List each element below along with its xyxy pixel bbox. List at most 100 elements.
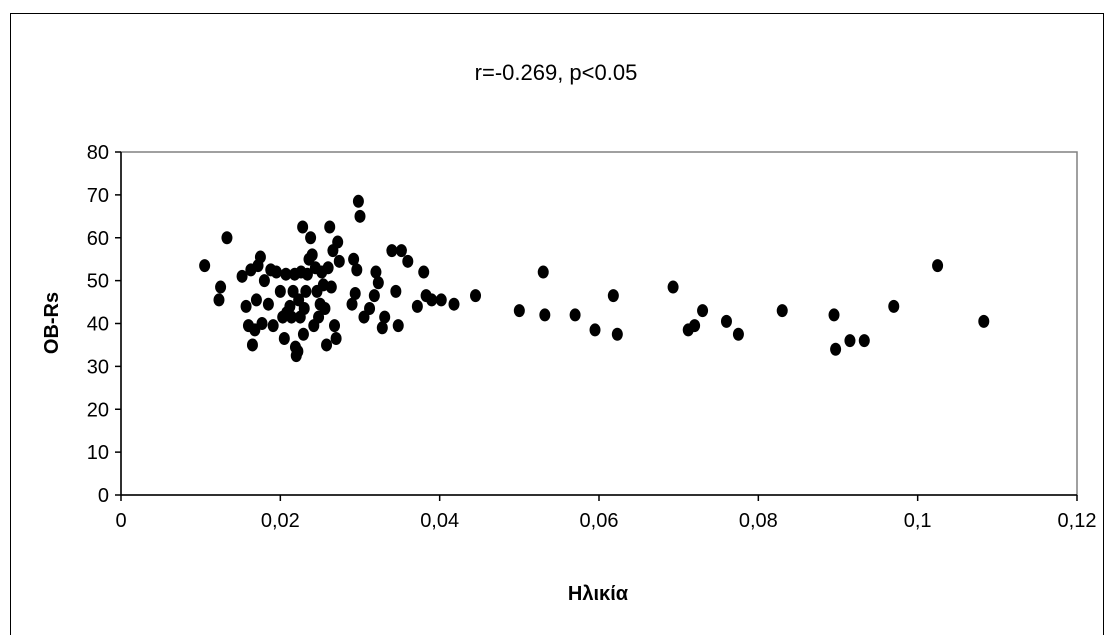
data-point [402, 254, 414, 268]
data-point [305, 231, 317, 245]
data-point [346, 297, 358, 311]
data-point [858, 334, 870, 348]
data-point [418, 265, 430, 279]
data-point [256, 317, 268, 330]
y-tick-label: 20 [87, 399, 109, 421]
data-point [284, 299, 296, 313]
data-point [435, 293, 447, 307]
x-ticks: 0 0,02 0,04 0,06 0,08 0,1 0,12 [115, 495, 1096, 532]
x-tick-label: 0,12 [1058, 510, 1097, 532]
data-point [246, 338, 258, 352]
data-point [278, 332, 290, 346]
data-point [379, 310, 391, 324]
data-point [611, 327, 623, 341]
data-point [732, 327, 744, 341]
y-tick-label: 80 [87, 142, 109, 164]
x-tick-label: 0,04 [420, 510, 459, 532]
data-point [322, 261, 334, 275]
data-point [830, 342, 842, 356]
data-point [258, 274, 270, 288]
data-point [828, 308, 840, 322]
data-point [411, 299, 423, 313]
data-point [470, 289, 482, 303]
data-point [274, 284, 286, 298]
data-point [297, 327, 309, 341]
data-point [330, 332, 342, 346]
data-point [348, 252, 360, 266]
data-point [392, 319, 404, 333]
data-point [240, 299, 252, 313]
data-point [236, 269, 248, 283]
data-point [426, 293, 438, 307]
data-point [301, 267, 313, 281]
data-point [221, 231, 233, 245]
data-point [978, 314, 990, 328]
data-point [589, 323, 601, 337]
y-tick-label: 60 [87, 228, 109, 250]
data-point [270, 265, 282, 279]
x-tick-label: 0,1 [904, 510, 932, 532]
data-point [364, 301, 376, 315]
data-point [569, 308, 581, 322]
data-point [285, 310, 297, 324]
data-point [297, 220, 309, 234]
data-point [267, 319, 279, 333]
y-tick-label: 10 [87, 442, 109, 464]
data-point [372, 276, 384, 290]
chart-title: r=-0.269, p<0.05 [475, 60, 638, 85]
y-tick-label: 50 [87, 271, 109, 293]
data-point [349, 286, 361, 300]
data-point [667, 280, 679, 294]
data-point [280, 267, 292, 281]
y-ticks: 0 10 20 30 40 50 60 70 80 [87, 142, 121, 507]
y-axis-label: OB-Rs [41, 292, 63, 354]
data-point [319, 301, 331, 315]
data-point [213, 293, 225, 307]
data-point [250, 293, 262, 307]
data-point [888, 299, 900, 313]
y-tick-label: 30 [87, 356, 109, 378]
data-point [368, 289, 380, 303]
data-point [370, 265, 382, 279]
data-points [199, 194, 990, 363]
data-point [537, 265, 549, 279]
data-point [306, 248, 318, 262]
data-point [352, 194, 364, 208]
chart-frame [10, 13, 1104, 635]
data-point [300, 284, 312, 298]
y-tick-label: 70 [87, 185, 109, 207]
x-tick-label: 0,02 [261, 510, 300, 532]
x-tick-label: 0,06 [580, 510, 619, 532]
data-point [332, 235, 344, 249]
data-point [329, 319, 341, 333]
data-point [395, 244, 407, 258]
data-point [292, 344, 304, 358]
data-point [720, 314, 732, 328]
data-point [386, 244, 398, 258]
data-point [513, 304, 525, 318]
data-point [697, 304, 709, 318]
x-axis-label: Ηλικία [568, 583, 629, 605]
data-point [262, 297, 274, 311]
data-point [199, 259, 211, 273]
data-point [325, 280, 337, 294]
data-point [844, 334, 856, 348]
data-point [607, 289, 619, 303]
data-point [376, 321, 388, 335]
data-point [313, 310, 325, 324]
y-tick-label: 0 [98, 485, 109, 507]
data-point [689, 319, 701, 333]
data-point [390, 284, 402, 298]
data-point [333, 254, 345, 268]
data-point [351, 263, 363, 277]
data-point [254, 250, 266, 264]
data-point [324, 220, 336, 234]
data-point [539, 308, 551, 322]
x-tick-label: 0 [115, 510, 126, 532]
data-point [448, 297, 460, 311]
data-point [354, 209, 366, 223]
x-tick-label: 0,08 [739, 510, 778, 532]
data-point [932, 259, 944, 273]
data-point [776, 304, 788, 318]
